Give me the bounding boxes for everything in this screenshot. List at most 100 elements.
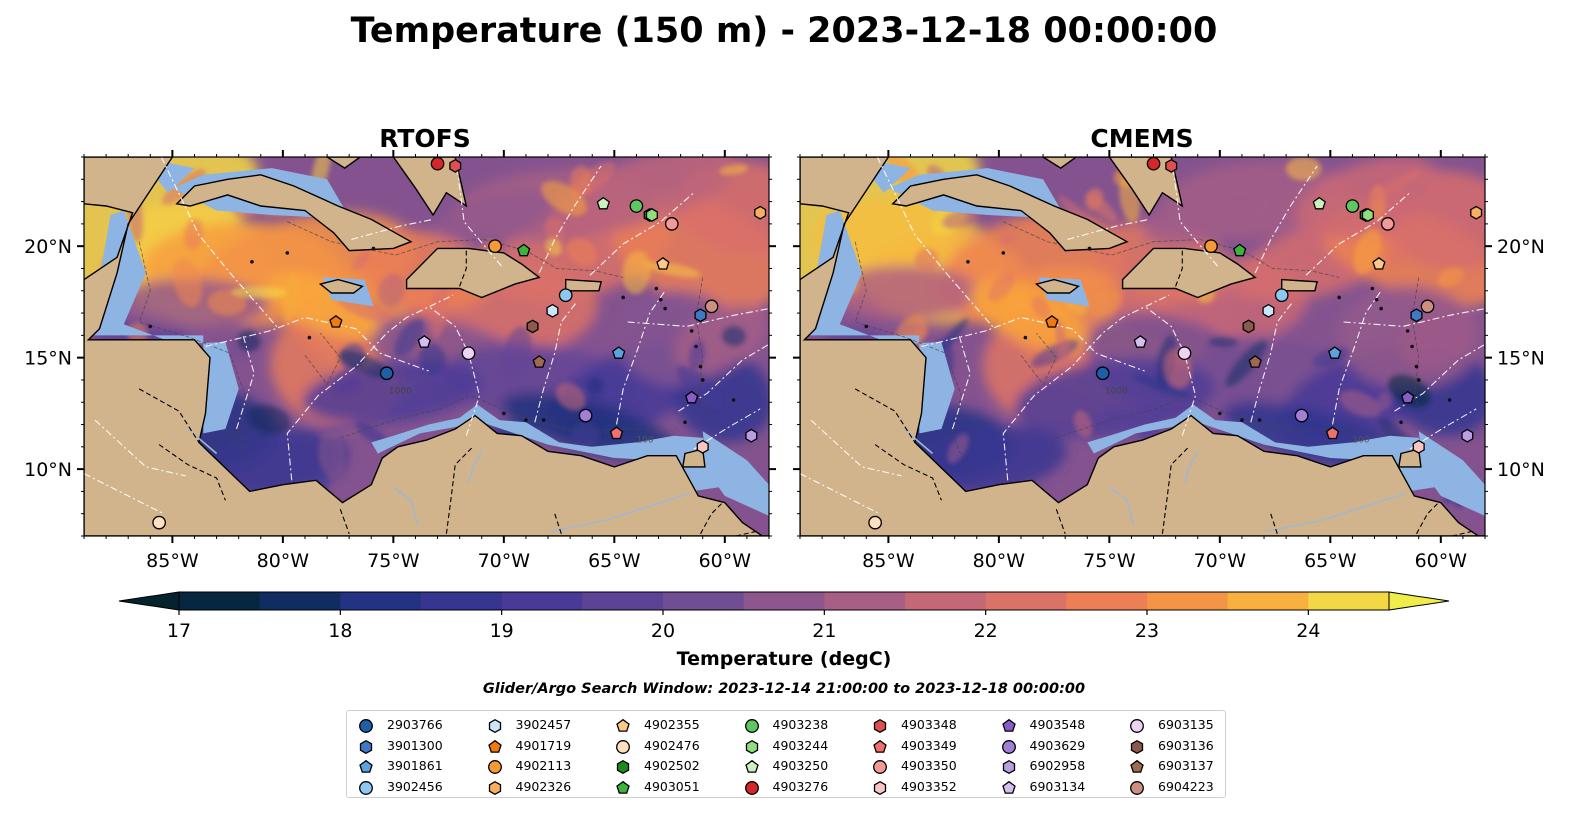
float-marker-4903244 [645, 208, 658, 222]
contour-label-100: 100 [1352, 435, 1369, 445]
float-marker-4903238 [629, 199, 644, 213]
legend-marker-6903135 [1130, 719, 1144, 733]
float-marker-4902326 [1470, 205, 1483, 220]
legend-marker-icon [1130, 739, 1144, 754]
float-marker-4903629 [1294, 408, 1309, 423]
float-marker-3901300 [1410, 308, 1423, 323]
legend-marker-icon [744, 719, 759, 733]
legend-marker-4901719 [487, 739, 502, 753]
colorbar-extend-high [1388, 591, 1450, 611]
float-marker-4903352 [696, 439, 709, 454]
float-marker-2903766 [379, 366, 394, 381]
float-marker-3902457 [1262, 303, 1275, 318]
lat-tick-label: 10°N [1497, 459, 1545, 481]
legend-marker-3902456 [359, 780, 373, 795]
colorbar-bin [1147, 592, 1229, 610]
figure-title: Temperature (150 m) - 2023-12-18 00:00:0… [351, 11, 1218, 51]
colorbar-bin [340, 592, 422, 610]
legend-marker-6903134 [1001, 780, 1016, 794]
legend-marker-4903276 [744, 780, 759, 795]
colorbar-bin [582, 592, 664, 610]
colorbar-bin [663, 592, 745, 610]
float-marker-4903276 [430, 157, 445, 171]
legend-marker-4903629 [1001, 739, 1016, 754]
map-panel-rtofs: 1000 100 [77, 150, 776, 543]
legend-marker-icon [1001, 739, 1016, 754]
float-marker-6903136 [1242, 319, 1255, 334]
float-marker-6903136 [526, 319, 539, 334]
legend-label: 4901719 [515, 737, 572, 753]
lon-tick-label: 75°W [367, 550, 420, 572]
legend-label: 4903250 [772, 758, 829, 773]
float-marker-4903348 [449, 158, 462, 173]
contour-label-1000: 1000 [1105, 386, 1128, 396]
float-marker-4903250 [1312, 196, 1326, 210]
legend-marker-icon [487, 760, 502, 774]
float-marker-6903135 [461, 346, 476, 361]
legend-marker-icon [745, 739, 758, 754]
lat-tick-label: 15°N [24, 348, 72, 370]
colorbar-extend-low [118, 591, 180, 611]
float-marker-3901300 [694, 308, 707, 323]
legend-marker-4903548 [1001, 718, 1016, 732]
legend-label: 4903350 [901, 758, 957, 773]
float-marker-4903348 [1165, 158, 1178, 173]
float-marker-4903250 [596, 196, 610, 210]
colorbar-tick-label: 21 [812, 620, 836, 642]
legend-marker-4902476 [616, 739, 630, 754]
lon-tick-label: 60°W [1415, 550, 1468, 572]
float-marker-3901861 [1328, 346, 1342, 359]
legend-marker-icon [359, 759, 373, 773]
float-marker-4902355 [1372, 256, 1386, 270]
legend-marker-icon [744, 759, 759, 773]
float-legend: 2903766 3901300 3901861 3902456 3902457 49017… [346, 710, 1226, 798]
colorbar-tick-label: 19 [490, 620, 514, 642]
colorbar-bin [179, 592, 261, 610]
legend-marker-6904223 [1130, 780, 1144, 795]
float-marker-4903244 [1361, 208, 1374, 222]
float-marker-4903352 [1412, 439, 1425, 454]
legend-marker-4903244 [745, 739, 758, 754]
legend-marker-6903137 [1130, 759, 1144, 773]
colorbar-bin [421, 592, 503, 610]
float-marker-6903134 [1133, 334, 1147, 348]
float-marker-4902476 [868, 515, 882, 530]
legend-label: 6903136 [1158, 737, 1214, 753]
lat-tick-label: 20°N [24, 236, 72, 258]
legend-marker-3902457 [488, 718, 501, 734]
legend-marker-icon [1130, 759, 1144, 773]
legend-marker-4902355 [616, 718, 630, 732]
legend-marker-4902113 [487, 760, 502, 774]
legend-label: 4902476 [644, 737, 700, 753]
colorbar-tick-label: 23 [1135, 620, 1159, 642]
float-marker-4903051 [1233, 243, 1247, 257]
legend-marker-icon [359, 780, 373, 795]
contour-label-100: 100 [636, 435, 653, 445]
float-marker-4903349 [1325, 426, 1340, 440]
legend-label: 4903051 [644, 778, 700, 794]
legend-marker-icon [616, 759, 630, 775]
float-marker-4902476 [152, 515, 166, 530]
colorbar: 17 18 19 20 21 22 23 24 [118, 591, 1450, 642]
legend-marker-4903352 [873, 780, 887, 795]
colorbar-label: Temperature (degC) [677, 648, 892, 670]
legend-marker-icon [1130, 780, 1144, 795]
float-marker-4903548 [1401, 390, 1415, 404]
lon-tick-label: 75°W [1083, 550, 1136, 572]
lon-tick-label: 70°W [1194, 550, 1247, 572]
legend-marker-icon [873, 739, 887, 753]
legend-label: 4902113 [515, 758, 572, 773]
legend-marker-6903136 [1130, 739, 1144, 754]
legend-marker-icon [616, 780, 630, 794]
legend-label: 4903548 [1029, 717, 1086, 732]
lat-tick-label: 20°N [1497, 236, 1545, 258]
float-marker-4903349 [609, 426, 624, 440]
colorbar-bin [1227, 592, 1309, 610]
legend-label: 3901861 [387, 758, 443, 773]
legend-marker-icon [744, 780, 759, 795]
legend-label: 4903348 [901, 717, 957, 732]
float-marker-6903137 [532, 355, 546, 368]
legend-marker-icon [488, 780, 501, 795]
colorbar-tick-label: 17 [167, 620, 191, 642]
